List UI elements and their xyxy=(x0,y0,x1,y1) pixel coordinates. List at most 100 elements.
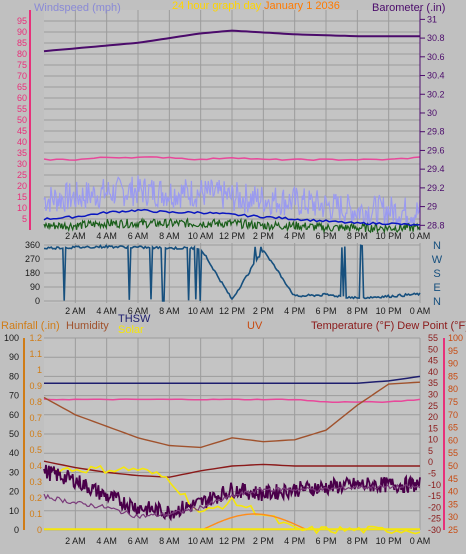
x-tick-label: 12 PM xyxy=(219,231,245,241)
baro-tick-label: 28.8 xyxy=(427,220,445,230)
uv-series xyxy=(43,398,421,404)
wind-tick-label: 45 xyxy=(17,126,27,136)
baro-tick-label: 29.8 xyxy=(427,127,445,137)
humidity-tick-label: 40 xyxy=(9,448,19,458)
x-tick-label: 8 PM xyxy=(347,231,368,241)
humidity-tick-label: 20 xyxy=(9,487,19,497)
x-tick-label: 6 PM xyxy=(315,536,336,546)
temp-tick-label: 30 xyxy=(428,389,438,399)
x-tick-label: 10 AM xyxy=(188,306,214,316)
rain-tick-label: 0.2 xyxy=(29,493,42,503)
wind-direction-series xyxy=(43,244,421,302)
temp-tick-label: 20 xyxy=(428,412,438,422)
x-tick-label: 12 PM xyxy=(219,536,245,546)
wind-tick-label: 25 xyxy=(17,170,27,180)
temp-tick-label: -10 xyxy=(428,480,441,490)
uv-tick-label: 25 xyxy=(448,525,458,535)
x-tick-label: 2 AM xyxy=(65,306,86,316)
x-tick-label: 2 PM xyxy=(253,536,274,546)
wind-tick-label: 40 xyxy=(17,137,27,147)
rain-tick-label: 0.3 xyxy=(29,477,42,487)
compass-label: S xyxy=(433,268,440,280)
graph-title: 24 hour graph day xyxy=(172,0,262,12)
temp-tick-label: 40 xyxy=(428,367,438,377)
rain-tick-label: 0.8 xyxy=(29,397,42,407)
x-tick-label: 6 AM xyxy=(128,231,149,241)
rain-tick-label: 0.9 xyxy=(29,381,42,391)
x-tick-label: 10 PM xyxy=(376,536,402,546)
axis-layer: 9590858075706560555045403530252015105313… xyxy=(4,10,463,546)
baro-tick-label: 29 xyxy=(427,202,437,212)
wind-tick-label: 10 xyxy=(17,203,27,213)
temperature-series xyxy=(43,483,421,520)
temp-tick-label: 0 xyxy=(428,457,433,467)
thsw-title: THSW xyxy=(118,313,151,325)
uv-tick-label: 95 xyxy=(448,346,458,356)
uv-tick-label: 35 xyxy=(448,499,458,509)
temp-tick-label: -30 xyxy=(428,525,441,535)
x-tick-label: 10 AM xyxy=(188,231,214,241)
dir-tick-label: 180 xyxy=(25,268,40,278)
wind-low-series xyxy=(43,217,421,235)
wind-tick-label: 90 xyxy=(17,27,27,37)
wind-tick-label: 5 xyxy=(22,214,27,224)
wind-tick-label: 50 xyxy=(17,115,27,125)
x-tick-label: 6 AM xyxy=(128,536,149,546)
temp-tick-label: 15 xyxy=(428,423,438,433)
humidity-series xyxy=(43,381,421,449)
baro-tick-label: 30 xyxy=(427,108,437,118)
wind-axis-title: Windspeed (mph) xyxy=(34,2,121,14)
wind-tick-label: 55 xyxy=(17,104,27,114)
humidity-title: Humidity xyxy=(66,320,109,332)
uv-tick-label: 70 xyxy=(448,410,458,420)
rain-tick-label: 1.2 xyxy=(29,333,42,343)
wind-tick-label: 75 xyxy=(17,60,27,70)
uv-tick-label: 75 xyxy=(448,397,458,407)
uv-title: UV xyxy=(247,320,263,332)
baro-tick-label: 30.6 xyxy=(427,52,445,62)
humidity-tick-label: 50 xyxy=(9,429,19,439)
x-tick-label: 10 AM xyxy=(188,536,214,546)
baro-tick-label: 29.2 xyxy=(427,183,445,193)
humidity-tick-label: 70 xyxy=(9,391,19,401)
x-tick-label: 2 PM xyxy=(253,231,274,241)
baro-tick-label: 30.8 xyxy=(427,33,445,43)
compass-label: E xyxy=(433,282,440,294)
uv-tick-label: 90 xyxy=(448,359,458,369)
x-tick-label: 2 PM xyxy=(253,306,274,316)
humidity-tick-label: 10 xyxy=(9,506,19,516)
barometer-series xyxy=(43,29,420,53)
wind-tick-label: 35 xyxy=(17,148,27,158)
humidity-tick-label: 80 xyxy=(9,371,19,381)
date-label: January 1 2036 xyxy=(264,0,340,12)
thsw-series xyxy=(44,375,421,384)
temp-dew-title: Temperature (°F) Dew Point (°F) xyxy=(311,320,466,332)
x-tick-label: 2 AM xyxy=(65,536,86,546)
rain-axis-title: Rainfall (.in) xyxy=(1,320,60,332)
series-layer xyxy=(43,29,421,535)
baro-tick-label: 30.4 xyxy=(427,71,445,81)
uv-tick-label: 80 xyxy=(448,384,458,394)
x-tick-label: 4 AM xyxy=(96,306,117,316)
temp-tick-label: 35 xyxy=(428,378,438,388)
x-tick-label: 8 AM xyxy=(159,306,180,316)
humidity-tick-label: 0 xyxy=(14,525,19,535)
compass-label: N xyxy=(433,240,441,252)
x-tick-label: 0 AM xyxy=(410,231,431,241)
uv-tick-label: 45 xyxy=(448,474,458,484)
compass-label: W xyxy=(432,254,443,266)
uv-tick-label: 30 xyxy=(448,512,458,522)
baro-tick-label: 29.4 xyxy=(427,164,445,174)
temp-tick-label: 45 xyxy=(428,356,438,366)
wind-tick-label: 95 xyxy=(17,16,27,26)
dir-tick-label: 270 xyxy=(25,254,40,264)
humidity-tick-label: 100 xyxy=(4,333,19,343)
x-tick-label: 6 AM xyxy=(128,306,149,316)
x-tick-label: 0 AM xyxy=(410,536,431,546)
wind-gust-series xyxy=(43,175,421,227)
baro-tick-label: 29.6 xyxy=(427,145,445,155)
baro-tick-label: 31 xyxy=(427,14,437,24)
x-tick-label: 8 AM xyxy=(159,231,180,241)
wind-tick-label: 30 xyxy=(17,159,27,169)
